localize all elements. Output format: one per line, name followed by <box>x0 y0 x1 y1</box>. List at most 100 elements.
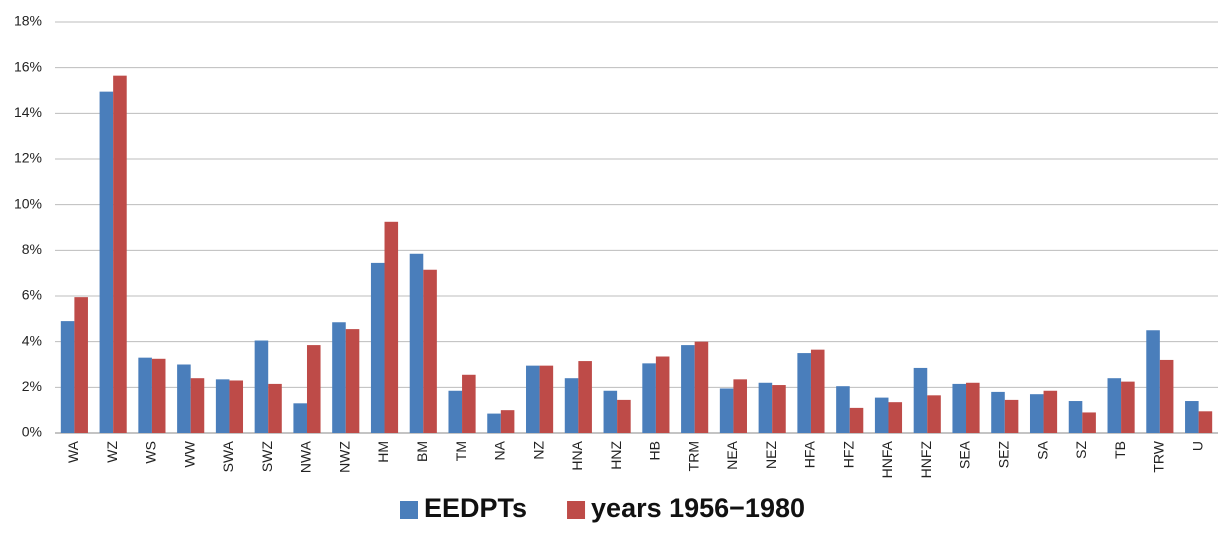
bar <box>293 403 307 433</box>
y-tick-label: 6% <box>22 287 42 303</box>
x-tick-label: HFA <box>802 440 818 468</box>
bar <box>1198 411 1213 433</box>
y-tick-label: 2% <box>22 378 42 394</box>
bar <box>1029 394 1044 433</box>
bar <box>526 365 540 433</box>
bar <box>254 340 269 433</box>
bar <box>487 413 501 433</box>
bar <box>694 341 709 433</box>
bar <box>190 378 205 433</box>
x-tick-label: SEZ <box>995 441 1011 469</box>
bar <box>1185 401 1199 433</box>
bar <box>966 382 980 433</box>
x-tick-label: U <box>1189 441 1205 451</box>
bar <box>772 385 786 433</box>
x-tick-label: WZ <box>104 441 120 463</box>
bar <box>229 380 244 433</box>
x-tick-label: HNFZ <box>918 441 934 479</box>
bar <box>733 379 747 433</box>
bar <box>306 345 321 433</box>
x-tick-label: BM <box>414 441 430 462</box>
y-tick-label: 8% <box>22 241 42 257</box>
x-tick-label: TB <box>1112 441 1128 459</box>
bar <box>423 269 437 433</box>
bar <box>268 383 282 433</box>
x-tick-label: SEA <box>957 440 973 469</box>
y-tick-label: 18% <box>14 13 42 29</box>
bar <box>1043 390 1058 433</box>
bar <box>151 358 166 433</box>
x-tick-label: HNA <box>569 440 585 470</box>
bar <box>138 357 152 433</box>
legend-label: EEDPTs <box>424 493 527 523</box>
x-tick-label: WW <box>181 440 197 467</box>
bar <box>99 91 114 434</box>
bar <box>1121 381 1135 433</box>
x-tick-label: HM <box>375 441 391 463</box>
bar <box>564 378 579 433</box>
bar <box>215 379 230 433</box>
legend-swatch <box>567 501 586 519</box>
bar <box>1004 399 1019 433</box>
x-tick-label: TRW <box>1151 440 1167 472</box>
x-tick-label: NZ <box>530 441 546 460</box>
bar <box>913 367 928 433</box>
bar <box>60 321 75 433</box>
legend-swatch <box>400 501 418 519</box>
bar <box>991 391 1005 433</box>
y-tick-label: 16% <box>14 58 42 74</box>
bar <box>345 329 360 433</box>
bar <box>1082 412 1096 433</box>
y-tick-label: 12% <box>14 150 42 166</box>
bar <box>177 364 191 433</box>
y-tick-label: 14% <box>14 104 42 120</box>
bar <box>849 407 864 433</box>
bar <box>370 262 385 433</box>
bar <box>409 253 424 433</box>
x-tick-label: HNZ <box>608 441 624 470</box>
bar <box>617 399 631 433</box>
bar <box>384 221 399 433</box>
bar <box>719 388 734 433</box>
bar <box>927 395 941 433</box>
bar <box>462 374 476 433</box>
bar <box>655 356 670 433</box>
bar <box>797 353 811 433</box>
x-tick-label: TM <box>453 441 469 461</box>
bar <box>874 397 889 433</box>
bar <box>642 363 656 433</box>
x-tick-label: SWZ <box>259 441 275 473</box>
bar <box>1146 330 1160 433</box>
x-tick-label: NA <box>492 440 508 460</box>
bar <box>332 322 346 433</box>
bar <box>500 410 515 433</box>
x-tick-label: HNFA <box>879 440 895 478</box>
x-tick-label: SA <box>1034 440 1050 459</box>
x-tick-label: NEZ <box>763 441 779 469</box>
x-tick-label: NWZ <box>336 441 352 473</box>
x-tick-label: TRM <box>685 441 701 471</box>
x-tick-label: HB <box>647 441 663 460</box>
y-tick-label: 4% <box>22 332 42 348</box>
x-tick-label: WA <box>65 440 81 463</box>
bar <box>952 383 967 433</box>
bar <box>74 297 88 433</box>
x-tick-label: NEA <box>724 440 740 469</box>
y-tick-label: 0% <box>22 424 42 440</box>
x-tick-label: SWA <box>220 440 236 472</box>
bar <box>836 386 850 433</box>
bar <box>888 402 903 433</box>
bar <box>1159 359 1174 433</box>
x-tick-label: HFZ <box>840 441 856 469</box>
bar <box>113 75 127 434</box>
bar <box>603 390 618 433</box>
bar <box>448 390 463 433</box>
bar <box>810 349 825 433</box>
x-tick-label: SZ <box>1073 441 1089 459</box>
bar <box>578 361 592 433</box>
y-tick-label: 10% <box>14 195 42 211</box>
legend-label: years 1956−1980 <box>591 493 805 523</box>
bar <box>1068 401 1083 433</box>
bar <box>539 365 554 433</box>
x-tick-label: WS <box>143 441 159 464</box>
